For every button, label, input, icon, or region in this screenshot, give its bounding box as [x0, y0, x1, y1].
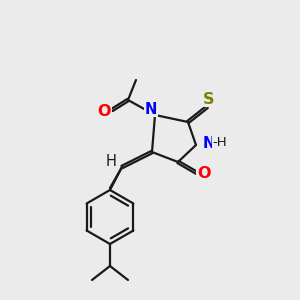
Text: N: N: [203, 136, 215, 151]
Text: O: O: [197, 167, 211, 182]
Text: O: O: [97, 103, 111, 118]
Text: H: H: [106, 154, 116, 169]
Text: -H: -H: [213, 136, 227, 149]
Text: S: S: [203, 92, 215, 106]
Text: N: N: [145, 101, 157, 116]
